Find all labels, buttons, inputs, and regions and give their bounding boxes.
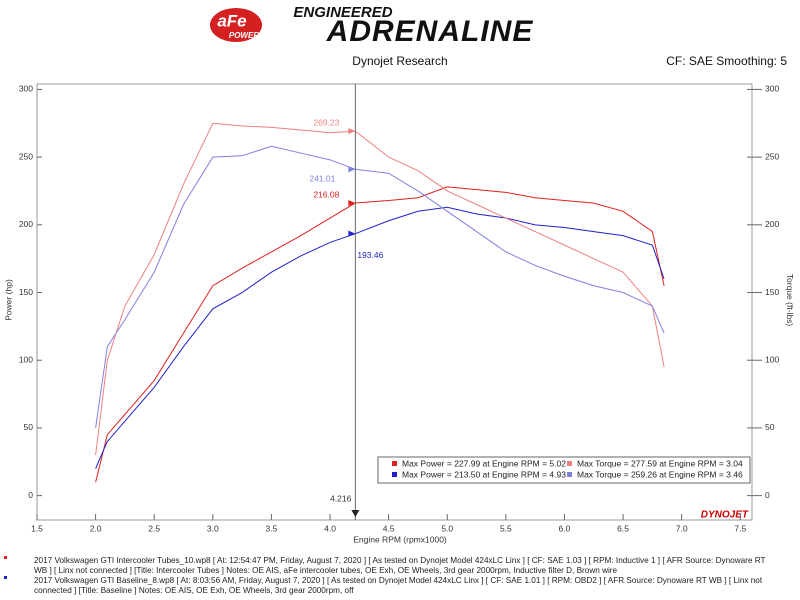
x-tick-label: 6.0 — [559, 523, 571, 533]
y-tick-label: 100 — [19, 354, 33, 364]
footer-line: 2017 Volkswagen GTI Intercooler Tubes_10… — [34, 556, 766, 575]
y2-tick-label: 150 — [765, 287, 779, 297]
x-tick-label: 5.5 — [500, 523, 512, 533]
x-tick-label: 3.0 — [207, 523, 219, 533]
logo: aFe — [217, 11, 246, 30]
cursor-marker — [348, 128, 356, 135]
legend-entry: Max Power = 213.50 at Engine RPM = 4.93 — [402, 469, 566, 479]
x-tick-label: 6.5 — [617, 523, 629, 533]
x-tick-label: 7.5 — [734, 523, 746, 533]
series-line — [95, 145, 665, 428]
brand-main: ADRENALINE — [326, 15, 534, 48]
footer-line: 2017 Volkswagen GTI Baseline_8.wp8 [ At:… — [34, 576, 763, 595]
plot-frame — [36, 83, 753, 521]
x-tick-label: 4.5 — [383, 523, 395, 533]
cursor-value-label: 216.08 — [313, 189, 339, 199]
legend-swatch — [567, 472, 572, 477]
cursor-marker — [348, 230, 356, 237]
footer-marker — [4, 576, 7, 579]
y2-tick-label: 100 — [765, 354, 779, 364]
x-tick-label: 4.0 — [324, 523, 336, 533]
y2-tick-label: 50 — [765, 422, 775, 432]
x-tick-label: 2.0 — [90, 523, 102, 533]
x-tick-label: 7.0 — [676, 523, 688, 533]
y2-tick-label: 300 — [765, 84, 779, 94]
legend-swatch — [392, 472, 397, 477]
cursor-value-label: 269.23 — [313, 117, 339, 127]
y2-tick-label: 200 — [765, 219, 779, 229]
caption-right: CF: SAE Smoothing: 5 — [666, 54, 787, 68]
cursor-marker — [348, 166, 356, 173]
y-axis-label: Power (hp) — [3, 279, 13, 321]
logo-badge — [210, 8, 262, 42]
logo-sub: POWER — [229, 31, 259, 40]
y-tick-label: 250 — [19, 151, 33, 161]
x-tick-label: 5.0 — [441, 523, 453, 533]
legend-entry: Max Torque = 259.26 at Engine RPM = 3.46 — [577, 469, 743, 479]
y-tick-label: 50 — [24, 422, 34, 432]
series-line — [95, 206, 665, 469]
cursor-marker — [348, 200, 356, 207]
caption-left: Dynojet Research — [352, 54, 447, 68]
series-line — [95, 186, 665, 483]
footer-marker — [4, 556, 7, 559]
legend-swatch — [567, 461, 572, 466]
legend-box — [377, 456, 751, 484]
chart: aFe POWER ENGINEERED ADRENALINE Dynojet … — [3, 4, 795, 544]
cursor-value-label: 193.46 — [357, 250, 383, 260]
legend-swatch — [392, 461, 397, 466]
y2-axis-label: Torque (ft-lbs) — [785, 274, 795, 327]
y-tick-label: 200 — [19, 219, 33, 229]
y2-tick-label: 0 — [765, 490, 770, 500]
watermark: DYNOJET — [701, 510, 749, 521]
y2-tick-label: 250 — [765, 151, 779, 161]
x-tick-label: 3.5 — [266, 523, 278, 533]
y-tick-label: 300 — [19, 84, 33, 94]
legend-entry: Max Power = 227.99 at Engine RPM = 5.02 — [402, 458, 566, 468]
x-tick-label: 2.5 — [148, 523, 160, 533]
brand-top: ENGINEERED — [293, 4, 392, 21]
y-tick-label: 150 — [19, 287, 33, 297]
series-line — [95, 122, 665, 456]
legend-entry: Max Torque = 277.59 at Engine RPM = 3.04 — [577, 458, 743, 468]
x-axis-label: Engine RPM (rpmx1000) — [353, 534, 447, 544]
y-tick-label: 0 — [28, 490, 33, 500]
cursor-value-label: 241.01 — [309, 174, 335, 184]
cursor-label: 4.216 — [330, 493, 352, 503]
x-tick-label: 1.5 — [31, 523, 43, 533]
cursor-arrow — [351, 510, 360, 517]
